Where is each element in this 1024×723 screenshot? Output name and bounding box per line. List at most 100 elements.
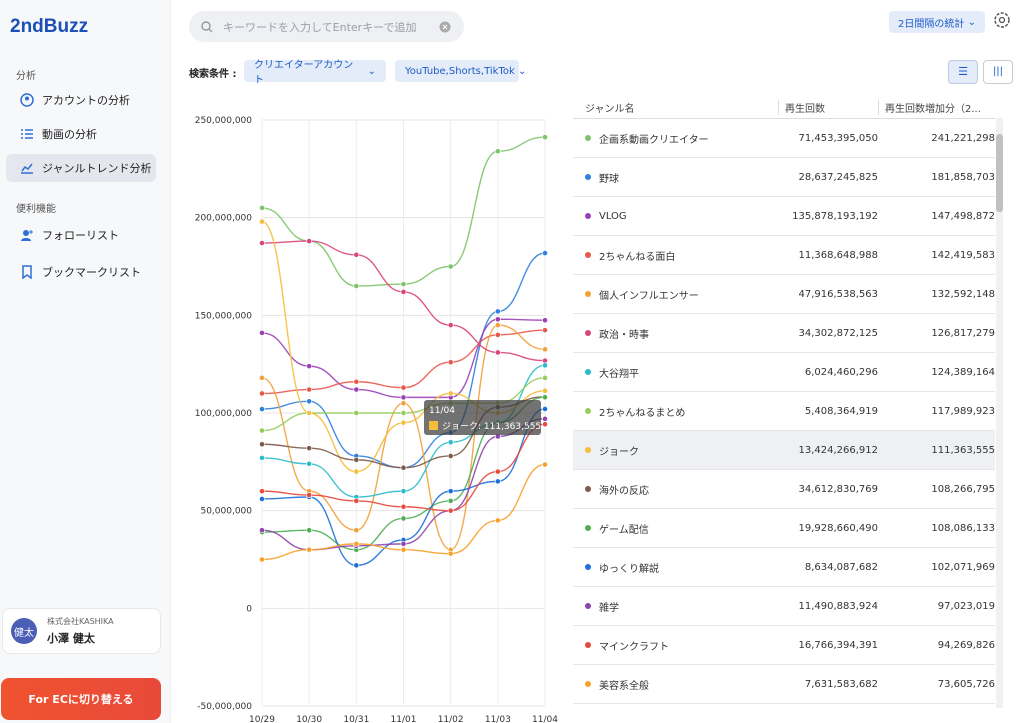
nav-text: アカウントの分析 xyxy=(42,94,130,107)
table-row[interactable]: 2ちゃんねるまとめ 5,408,364,919 117,989,923 xyxy=(573,392,995,431)
section-label: 便利機能 xyxy=(16,204,56,215)
filter-chip[interactable]: クリエイターアカウント ⌄ xyxy=(244,60,386,86)
data-point xyxy=(400,464,407,471)
y-tick-label: 200,000,000 xyxy=(195,214,253,224)
data-point xyxy=(306,398,313,405)
data-point xyxy=(259,374,265,381)
list-view-button[interactable]: ☰ xyxy=(948,60,978,84)
interval-text: 2日間隔の統計 xyxy=(898,18,965,30)
data-point xyxy=(542,362,548,369)
nav-text: ジャンルトレンド分析 xyxy=(42,162,152,175)
table-row[interactable]: マインクラフト 16,766,394,391 94,269,826 xyxy=(573,626,995,665)
genre-cell: マインクラフト xyxy=(573,638,778,653)
nav-item[interactable]: アカウントの分析 xyxy=(6,86,156,114)
search-box[interactable]: キーワードを入力してEnterキーで追加 xyxy=(189,11,464,42)
increase-cell: 102,071,969 xyxy=(931,561,995,573)
user-card[interactable]: 健太 株式会社KASHIKA 小澤 健太 xyxy=(2,608,161,654)
x-tick-label: 11/01 xyxy=(391,715,417,723)
x-tick-label: 10/30 xyxy=(296,715,322,723)
column-view-button[interactable]: ||| xyxy=(983,60,1013,84)
data-point xyxy=(542,461,548,468)
plays-cell: 47,916,538,563 xyxy=(798,288,878,300)
genre-name: 雑学 xyxy=(599,602,619,614)
data-point xyxy=(400,394,407,401)
genre-dot xyxy=(585,291,591,297)
data-point xyxy=(494,316,501,323)
data-point xyxy=(542,134,548,141)
data-point xyxy=(259,455,265,461)
header-cell[interactable]: ジャンル名 xyxy=(585,103,635,115)
data-point xyxy=(400,281,407,287)
scrollbar-thumb[interactable] xyxy=(996,134,1003,212)
plays-cell: 7,631,583,682 xyxy=(804,678,878,690)
placeholder: キーワードを入力してEnterキーで追加 xyxy=(223,20,417,34)
genre-dot xyxy=(585,564,591,570)
table-row[interactable]: 美容系全般 7,631,583,682 73,605,726 xyxy=(573,665,995,704)
data-point xyxy=(447,359,454,366)
increase-cell: 241,221,298 xyxy=(931,132,995,144)
data-point xyxy=(306,460,313,467)
genre-dot xyxy=(585,525,591,531)
table-row[interactable]: 企画系動画クリエイター 71,453,395,050 241,221,298 xyxy=(573,119,995,158)
table-row[interactable]: ゲーム配信 19,928,660,490 108,086,133 xyxy=(573,509,995,548)
data-point xyxy=(400,488,407,495)
genre-cell: 海外の反応 xyxy=(573,482,778,497)
genre-dot xyxy=(585,603,591,609)
data-point xyxy=(542,346,548,353)
increase-cell: 126,817,279 xyxy=(931,327,995,339)
table-row[interactable]: 大谷翔平 6,024,460,296 124,389,164 xyxy=(573,353,995,392)
data-point xyxy=(542,415,548,422)
x-tick-label: 11/04 xyxy=(532,715,558,723)
data-point xyxy=(259,205,265,211)
genre-dot xyxy=(585,135,591,141)
header-cell[interactable]: 再生回数増加分（2... xyxy=(878,99,995,115)
data-point xyxy=(353,497,360,504)
genre-dot xyxy=(585,642,591,648)
line-chart: -50,000,000 0 50,000,000 100,000,000 150,000… xyxy=(195,116,559,723)
genre-name: ゆっくり解説 xyxy=(599,563,659,575)
table-row[interactable]: 野球 28,637,245,825 181,858,703 xyxy=(573,158,995,197)
data-point xyxy=(494,331,501,338)
table-row[interactable]: 雑学 11,490,883,924 97,023,019 xyxy=(573,587,995,626)
company: 株式会社KASHIKA xyxy=(47,617,114,626)
filter-chip[interactable]: YouTube,Shorts,TikTok ⌄ xyxy=(395,60,526,82)
settings-icon[interactable] xyxy=(993,11,1011,29)
table-row[interactable]: 2ちゃんねる面白 11,368,648,988 142,419,583 xyxy=(573,236,995,275)
genre-name: 個人インフルエンサー xyxy=(599,290,699,302)
data-point xyxy=(259,427,265,434)
genre-name: 美容系全般 xyxy=(599,680,649,692)
data-point xyxy=(447,497,454,504)
switch-button[interactable]: For ECに切り替える xyxy=(1,678,161,720)
plays-cell: 71,453,395,050 xyxy=(798,132,878,144)
table-row[interactable]: 個人インフルエンサー 47,916,538,563 132,592,148 xyxy=(573,275,995,314)
table-row[interactable]: 政治・時事 34,302,872,125 126,817,279 xyxy=(573,314,995,353)
table-row[interactable]: ジョーク 13,424,266,912 111,363,555 xyxy=(573,431,995,470)
increase-cell: 142,419,583 xyxy=(931,249,995,261)
y-tick-label: 150,000,000 xyxy=(195,311,253,321)
plays-cell: 11,490,883,924 xyxy=(798,600,878,612)
genre-name: マインクラフト xyxy=(599,641,669,653)
tooltip-text: ジョーク: 111,363,555 xyxy=(442,421,541,432)
data-point xyxy=(353,527,360,534)
table-row[interactable]: 海外の反応 34,612,830,769 108,266,795 xyxy=(573,470,995,509)
header-cell[interactable]: 再生回数 xyxy=(778,99,878,115)
tooltip-header: 11/04 xyxy=(429,406,455,416)
chip-text: YouTube,Shorts,TikTok xyxy=(405,65,515,77)
nav-item[interactable]: フォローリスト xyxy=(6,221,156,249)
clear-icon[interactable] xyxy=(439,21,451,33)
data-point xyxy=(353,251,360,258)
nav-item[interactable]: ブックマークリスト xyxy=(6,258,156,286)
nav-item-active[interactable]: ジャンルトレンド分析 xyxy=(6,154,156,182)
logo[interactable]: 2ndBuzz xyxy=(10,16,89,37)
data-point xyxy=(494,517,501,524)
genre-name: 2ちゃんねるまとめ xyxy=(599,407,686,419)
interval-select[interactable]: 2日間隔の統計 ⌄ xyxy=(889,11,985,33)
genre-dot xyxy=(585,330,591,336)
table-row[interactable]: VLOG 135,878,193,192 147,498,872 xyxy=(573,197,995,236)
section-label: 分析 xyxy=(16,71,36,82)
data-point xyxy=(353,378,360,385)
table-row[interactable]: ゆっくり解説 8,634,087,682 102,071,969 xyxy=(573,548,995,587)
nav-item[interactable]: 動画の分析 xyxy=(6,120,156,148)
increase-cell: 108,086,133 xyxy=(931,522,995,534)
plays-cell: 8,634,087,682 xyxy=(804,561,878,573)
